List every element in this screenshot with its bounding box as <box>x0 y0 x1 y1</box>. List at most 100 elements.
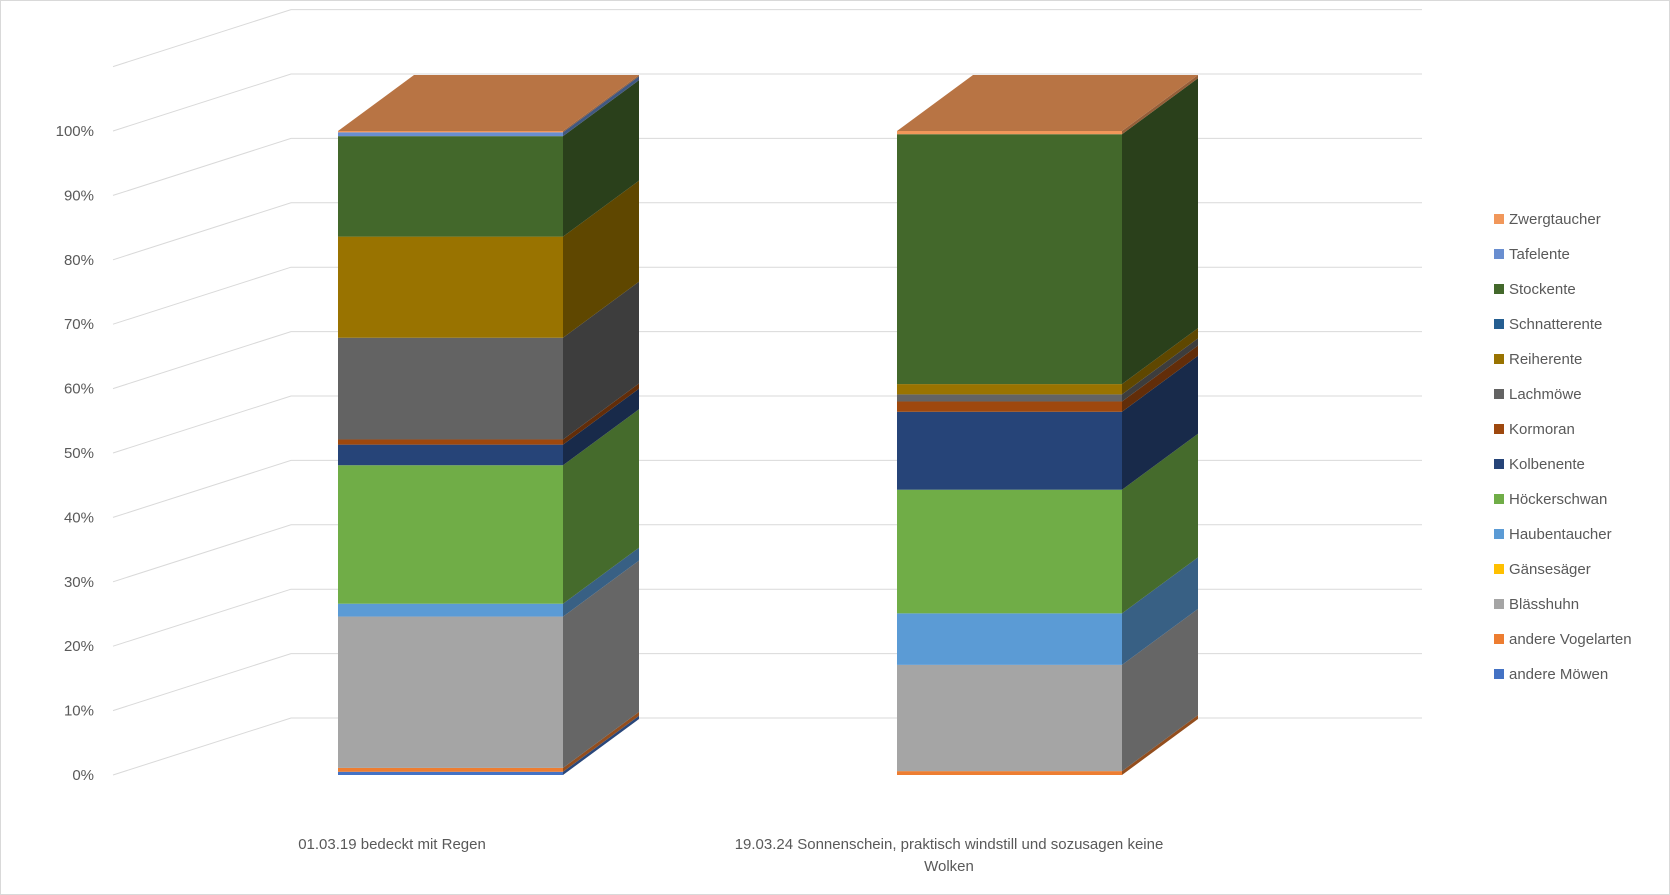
bar-segment-side <box>1122 75 1198 135</box>
y-tick-label: 40% <box>64 509 94 526</box>
gridline <box>112 266 1422 325</box>
gridline <box>112 459 1422 518</box>
legend-label: andere Vogelarten <box>1509 631 1632 648</box>
legend-label: Zwergtaucher <box>1509 211 1601 228</box>
bar-segment-side <box>563 75 639 133</box>
legend-swatch <box>1494 494 1504 504</box>
bar-segment-front <box>338 132 563 137</box>
legend-swatch <box>1494 669 1504 679</box>
bar-segment-side <box>563 80 639 237</box>
bar-segment-front <box>897 613 1122 665</box>
bar-segment-front <box>338 616 563 768</box>
bar-segment-front <box>897 489 1122 614</box>
legend: Zwergtaucher Tafelente Stockente Schnattere… <box>1494 211 1632 683</box>
bar-segment-side <box>1122 715 1198 775</box>
bar-segment-side <box>563 388 639 466</box>
bar-segment-front <box>897 134 1122 385</box>
legend-swatch <box>1494 214 1504 224</box>
legend-swatch <box>1494 249 1504 259</box>
gridline <box>112 653 1422 712</box>
bar-segment-side <box>563 715 639 775</box>
bar-segment-front <box>338 236 563 338</box>
gridline <box>112 73 1422 132</box>
bar-segment-front <box>338 439 563 445</box>
bar-segment-side <box>1122 78 1198 385</box>
y-tick-label: 100% <box>56 123 94 140</box>
gridline <box>112 9 1422 68</box>
bar-segment-front <box>897 411 1122 490</box>
bar-stack <box>897 75 1198 775</box>
category-label: 19.03.24 Sonnenschein, praktisch windsti… <box>735 836 1164 853</box>
bar-segment-side <box>563 180 639 338</box>
bar-segment-front <box>338 767 563 772</box>
gridline <box>112 524 1422 583</box>
bar-segment-front <box>897 394 1122 402</box>
gridline <box>112 331 1422 390</box>
y-tick-label: 30% <box>64 574 94 591</box>
bar-segment-side <box>1122 355 1198 490</box>
bar-segment-front <box>897 384 1122 395</box>
bar-segment-front <box>338 603 563 617</box>
bar-segment-front <box>897 131 1122 135</box>
bar-segment-front <box>338 465 563 604</box>
legend-swatch <box>1494 529 1504 539</box>
bar-stack <box>338 75 639 775</box>
legend-label: Stockente <box>1509 281 1576 298</box>
legend-label: Haubentaucher <box>1509 526 1612 543</box>
legend-label: Reiherente <box>1509 351 1582 368</box>
legend-label: Blässhuhn <box>1509 596 1579 613</box>
bar-segment-front <box>338 444 563 466</box>
gridline <box>112 202 1422 261</box>
bar-segment-side <box>563 560 639 768</box>
bar-segment-side <box>1122 433 1198 614</box>
bar-segment-side <box>563 711 639 772</box>
bar-segment-side <box>1122 608 1198 772</box>
bar-segment-side <box>1122 328 1198 395</box>
bars <box>338 75 1198 775</box>
category-label: Wolken <box>924 858 974 875</box>
bar-segment-side <box>563 409 639 604</box>
gridlines <box>112 9 1422 776</box>
bar-segment-side <box>563 547 639 617</box>
bar-segment-front <box>338 136 563 237</box>
legend-swatch <box>1494 599 1504 609</box>
legend-label: Lachmöwe <box>1509 386 1582 403</box>
bar-segment-front <box>897 771 1122 775</box>
legend-swatch <box>1494 459 1504 469</box>
legend-label: Kolbenente <box>1509 456 1585 473</box>
legend-label: Kormoran <box>1509 421 1575 438</box>
y-tick-label: 80% <box>64 252 94 269</box>
y-tick-label: 10% <box>64 703 94 720</box>
legend-swatch <box>1494 319 1504 329</box>
category-label: 01.03.19 bedeckt mit Regen <box>298 836 486 853</box>
bar-top-face <box>897 75 1198 131</box>
legend-swatch <box>1494 634 1504 644</box>
legend-label: andere Möwen <box>1509 666 1608 683</box>
bar-segment-front <box>338 337 563 440</box>
legend-swatch <box>1494 284 1504 294</box>
bar-segment-side <box>563 76 639 137</box>
legend-swatch <box>1494 424 1504 434</box>
bar-segment-side <box>1122 338 1198 402</box>
legend-label: Tafelente <box>1509 246 1570 263</box>
gridline <box>112 588 1422 647</box>
bar-segment-side <box>563 383 639 445</box>
legend-swatch <box>1494 354 1504 364</box>
bar-segment-front <box>338 771 563 775</box>
legend-label: Gänsesäger <box>1509 561 1591 578</box>
category-labels: 01.03.19 bedeckt mit Regen 19.03.24 Sonne… <box>298 836 1163 875</box>
bar-top-face <box>338 75 639 131</box>
legend-swatch <box>1494 389 1504 399</box>
bar-segment-side <box>1122 557 1198 665</box>
y-axis-ticks: 0% 10% 20% 30% 40% 50% 60% 70% 80% 90% 100% <box>56 123 94 784</box>
bar-segment-side <box>563 281 639 440</box>
legend-label: Schnatterente <box>1509 316 1602 333</box>
legend-swatch <box>1494 564 1504 574</box>
legend-label: Höckerschwan <box>1509 491 1607 508</box>
bar-segment-front <box>338 131 563 133</box>
gridline <box>112 717 1422 776</box>
gridline <box>112 395 1422 454</box>
y-tick-label: 0% <box>72 767 94 784</box>
